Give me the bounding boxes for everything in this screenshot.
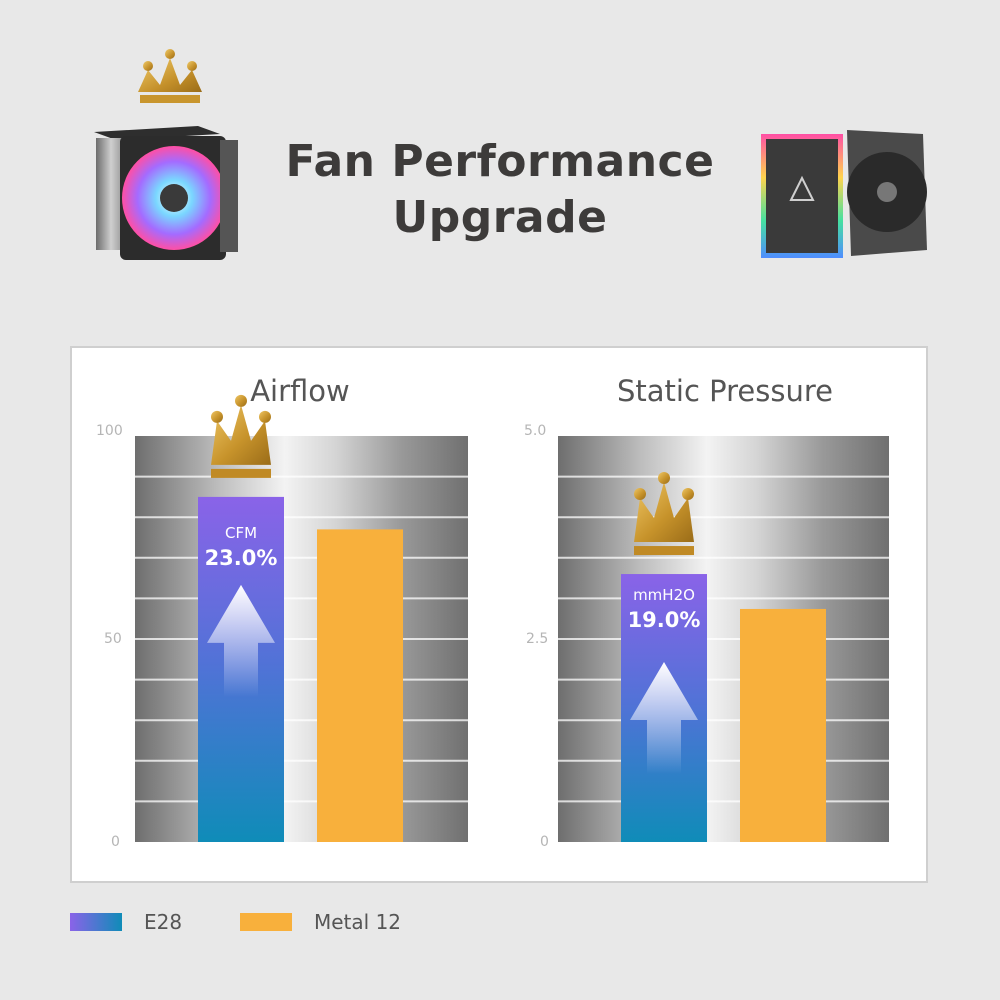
crown-icon xyxy=(211,394,271,478)
legend-label-e28: E28 xyxy=(144,910,183,934)
bar-airflow-metal12 xyxy=(317,529,403,842)
bar-pressure-metal12 xyxy=(740,608,826,842)
e28-cooler-image xyxy=(94,49,238,260)
chart-title-airflow: Airflow xyxy=(250,374,350,408)
legend-item-e28: E28 xyxy=(70,910,182,934)
arrow-up-icon xyxy=(207,584,275,697)
legend-swatch-e28 xyxy=(70,913,122,931)
chart-static-pressure xyxy=(558,436,889,842)
y-tick-pressure-mid: 2.5 xyxy=(526,631,549,647)
y-tick-airflow-mid: 50 xyxy=(104,631,122,647)
pressure-unit-label: mmH2O xyxy=(633,586,695,604)
legend-swatch-metal12 xyxy=(240,913,292,931)
crown-icon xyxy=(138,49,202,103)
pressure-improvement-label: 19.0% xyxy=(627,608,701,632)
airflow-improvement-label: 23.0% xyxy=(204,546,278,570)
chart-airflow xyxy=(135,394,468,842)
arrow-up-icon xyxy=(630,662,698,775)
y-tick-pressure-min: 0 xyxy=(540,834,549,850)
page-title: Fan Performance Upgrade xyxy=(0,134,1000,246)
metal12-cooler-image xyxy=(761,130,927,258)
airflow-unit-label: CFM xyxy=(224,524,258,542)
y-tick-airflow-max: 100 xyxy=(96,423,123,439)
legend-label-metal12: Metal 12 xyxy=(314,910,402,934)
y-tick-airflow-min: 0 xyxy=(111,834,120,850)
crown-icon xyxy=(634,472,694,556)
legend-item-metal12: Metal 12 xyxy=(240,910,401,934)
chart-title-static-pressure: Static Pressure xyxy=(617,374,833,408)
y-tick-pressure-max: 5.0 xyxy=(524,423,547,439)
title-line-2: Upgrade xyxy=(392,192,608,243)
title-line-1: Fan Performance xyxy=(285,136,715,187)
